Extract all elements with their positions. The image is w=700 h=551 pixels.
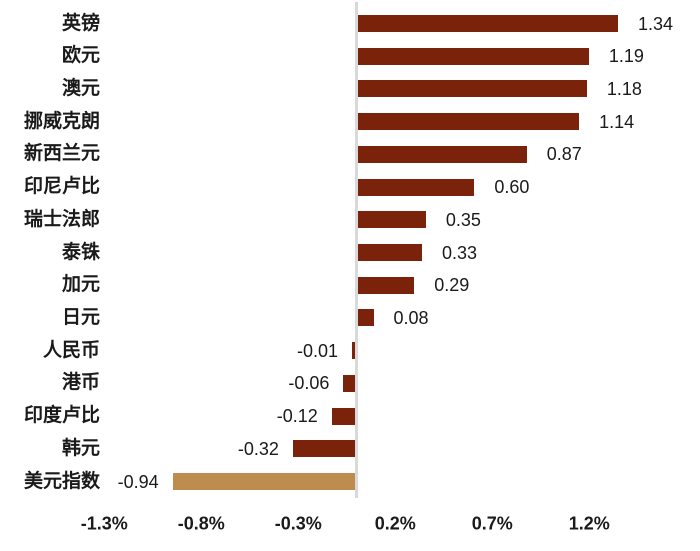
bar — [358, 15, 618, 32]
value-label: -0.94 — [117, 471, 159, 492]
category-label: 日元 — [61, 306, 100, 328]
x-tick-label: 0.2% — [374, 513, 416, 534]
category-label: 新西兰元 — [23, 143, 100, 165]
value-label: 1.18 — [606, 78, 642, 99]
value-label: 0.29 — [434, 275, 470, 296]
bar — [358, 309, 374, 327]
x-tick-label: -1.3% — [80, 513, 128, 534]
bar — [292, 440, 355, 458]
bar — [358, 47, 589, 65]
bar — [343, 374, 355, 392]
bar — [352, 342, 355, 360]
bar — [331, 407, 355, 425]
bar — [358, 145, 527, 163]
bar — [358, 276, 415, 294]
value-label: 0.87 — [546, 144, 582, 165]
category-label: 加元 — [61, 274, 100, 296]
x-tick-label: 1.2% — [568, 513, 610, 534]
value-label: 0.35 — [445, 209, 481, 230]
category-label: 印尼卢比 — [23, 176, 100, 198]
value-label: 0.08 — [393, 307, 429, 328]
value-label: 1.34 — [637, 13, 673, 34]
value-label: 0.60 — [494, 177, 530, 198]
value-label: -0.01 — [296, 340, 338, 361]
category-label: 瑞士法郎 — [23, 208, 100, 230]
zero-axis-line — [355, 2, 358, 498]
category-label: 印度卢比 — [23, 405, 100, 427]
category-label: 英镑 — [61, 12, 100, 34]
bar — [172, 473, 355, 491]
value-label: 1.19 — [608, 46, 644, 67]
category-label: 挪威克朗 — [23, 110, 100, 132]
bar — [358, 80, 587, 98]
value-label: -0.06 — [288, 373, 330, 394]
category-label: 人民币 — [42, 339, 100, 361]
x-tick-label: -0.8% — [177, 513, 225, 534]
x-tick-label: -0.3% — [274, 513, 322, 534]
category-label: 韩元 — [61, 437, 100, 459]
category-label: 港币 — [61, 372, 100, 394]
value-label: -0.12 — [276, 406, 318, 427]
bar — [358, 178, 475, 196]
bar — [358, 211, 426, 229]
category-label: 欧元 — [61, 45, 100, 67]
value-label: -0.32 — [237, 438, 279, 459]
x-tick-label: 0.7% — [471, 513, 513, 534]
value-label: 1.14 — [599, 111, 635, 132]
bar — [358, 113, 580, 131]
bar — [358, 244, 423, 262]
category-label: 泰铢 — [61, 241, 100, 263]
category-label: 澳元 — [61, 77, 100, 99]
category-label: 美元指数 — [23, 470, 100, 492]
value-label: 0.33 — [442, 242, 478, 263]
